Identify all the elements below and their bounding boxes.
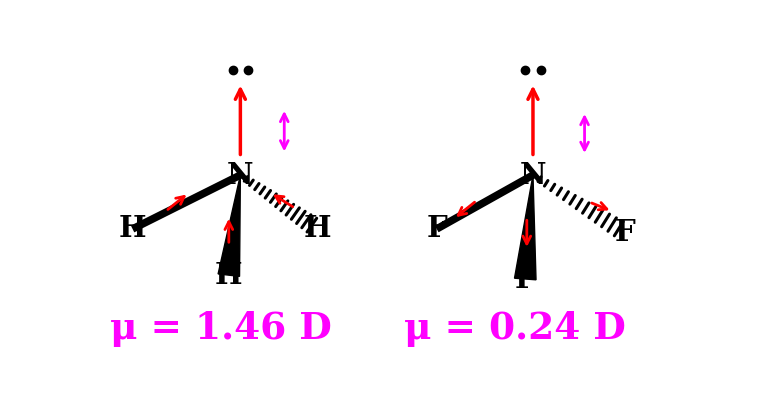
Text: H: H (215, 261, 243, 290)
Text: H: H (119, 214, 147, 244)
Polygon shape (515, 175, 536, 280)
Polygon shape (218, 175, 240, 276)
Text: H: H (303, 214, 331, 244)
Text: F: F (426, 214, 447, 244)
Text: μ = 0.24 D: μ = 0.24 D (404, 310, 626, 347)
Text: N: N (520, 160, 546, 190)
Text: N: N (227, 160, 253, 190)
Text: F: F (515, 264, 535, 294)
Text: F: F (615, 218, 636, 247)
Text: μ = 1.46 D: μ = 1.46 D (110, 310, 332, 347)
